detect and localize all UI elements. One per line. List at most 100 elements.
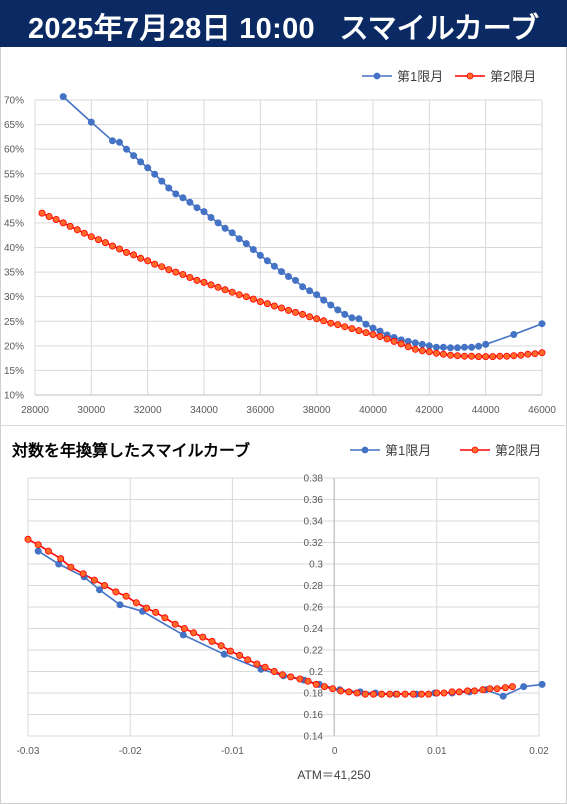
- series-2-point: [284, 306, 292, 314]
- series-2-point: [109, 242, 117, 250]
- series-1-point: [411, 339, 419, 347]
- series-1-point: [334, 306, 342, 314]
- series-2-point: [453, 352, 461, 360]
- series-1-point: [151, 170, 159, 178]
- series-1-point: [475, 342, 483, 350]
- series-2-point: [517, 351, 525, 359]
- series-2-point: [101, 239, 109, 247]
- series-2-point: [270, 667, 278, 675]
- series-2-point: [355, 327, 363, 335]
- series-1-point: [439, 343, 447, 351]
- series-2-point: [221, 286, 229, 294]
- series-2-point: [171, 620, 179, 628]
- series-1-point: [235, 235, 243, 243]
- series-line-2: [27, 538, 513, 695]
- series-1-point: [220, 650, 228, 658]
- series-2-point: [390, 337, 398, 345]
- series-2-point: [236, 651, 244, 659]
- series-2-point: [144, 257, 152, 265]
- series-1-point: [291, 276, 299, 284]
- series-2-point: [486, 685, 494, 693]
- x-tick-label: 36000: [246, 405, 274, 416]
- series-2-point: [348, 325, 356, 333]
- series-1-point: [200, 208, 208, 216]
- series-1-point: [362, 320, 370, 328]
- series-2-point: [152, 608, 160, 616]
- series-1-point: [59, 93, 67, 101]
- series-1-point: [263, 257, 271, 265]
- series-2-point: [432, 349, 440, 357]
- x-tick-label: 0.01: [427, 746, 447, 757]
- series-1-point: [87, 118, 95, 126]
- series-2-point: [455, 688, 463, 696]
- series-2-point: [362, 329, 370, 337]
- series-2-point: [418, 347, 426, 355]
- series-2-point: [341, 323, 349, 331]
- series-2-point: [291, 308, 299, 316]
- series-1-point: [179, 194, 187, 202]
- series-1-point: [144, 164, 152, 172]
- x-tick-label: 42000: [415, 405, 443, 416]
- series-2-point: [471, 687, 479, 695]
- series-2-point: [66, 222, 74, 230]
- series-2-point: [208, 637, 216, 645]
- series-2-point: [503, 352, 511, 360]
- x-tick-label: 44000: [472, 405, 500, 416]
- y-tick-label: 0.24: [304, 624, 324, 635]
- series-2-point: [463, 687, 471, 695]
- y-tick-label: 35%: [4, 268, 24, 279]
- series-2-point: [263, 300, 271, 308]
- series-2-point: [404, 343, 412, 351]
- series-2-point: [296, 675, 304, 683]
- series-2-point: [446, 351, 454, 359]
- series-2-point: [34, 541, 42, 549]
- series-1-point: [468, 343, 476, 351]
- series-2-point: [242, 293, 250, 301]
- series-2-point: [277, 304, 285, 312]
- series-2-point: [334, 321, 342, 329]
- series-1-point: [116, 138, 124, 146]
- series-line-1: [62, 96, 543, 349]
- series-2-point: [327, 319, 335, 327]
- legend-label-2: 第2限月: [490, 69, 536, 84]
- series-2-point: [190, 629, 198, 637]
- header-title: スマイルカーブ: [339, 13, 539, 45]
- series-1-point: [158, 177, 166, 185]
- y-tick-label: 0.22: [304, 646, 324, 657]
- series-2-point: [378, 690, 386, 698]
- series-2-point: [45, 212, 53, 220]
- series-1-point: [538, 320, 546, 328]
- series-1-point: [341, 310, 349, 318]
- legend-marker-1: [361, 446, 369, 454]
- x-tick-label: -0.03: [17, 746, 40, 757]
- series-2-point: [143, 604, 151, 612]
- series-1-point: [221, 224, 229, 232]
- x-tick-label: -0.02: [119, 746, 142, 757]
- series-2-point: [270, 302, 278, 310]
- series-2-point: [417, 690, 425, 698]
- y-tick-label: 0.36: [304, 495, 324, 506]
- series-1-point: [538, 680, 546, 688]
- y-tick-label: 0.34: [304, 517, 324, 528]
- series-2-point: [361, 690, 369, 698]
- y-tick-label: 15%: [4, 366, 24, 377]
- series-1-point: [165, 184, 173, 192]
- y-tick-label: 0.14: [304, 732, 324, 743]
- series-2-point: [161, 614, 169, 622]
- x-tick-label: 32000: [134, 405, 162, 416]
- x-tick-label: -0.01: [221, 746, 244, 757]
- legend-label-1: 第1限月: [397, 69, 443, 84]
- x-tick-label: 40000: [359, 405, 387, 416]
- series-2-point: [116, 245, 124, 253]
- series-2-point: [440, 689, 448, 697]
- x-tick-label: 0.02: [529, 746, 549, 757]
- series-2-point: [123, 248, 131, 256]
- series-2-point: [329, 685, 337, 693]
- chart-divider: [0, 425, 567, 426]
- series-1-point: [228, 229, 236, 237]
- series-2-point: [59, 219, 67, 227]
- x-tick-label: 30000: [77, 405, 105, 416]
- series-2-point: [193, 276, 201, 284]
- y-tick-label: 0.32: [304, 538, 324, 549]
- series-2-point: [439, 350, 447, 358]
